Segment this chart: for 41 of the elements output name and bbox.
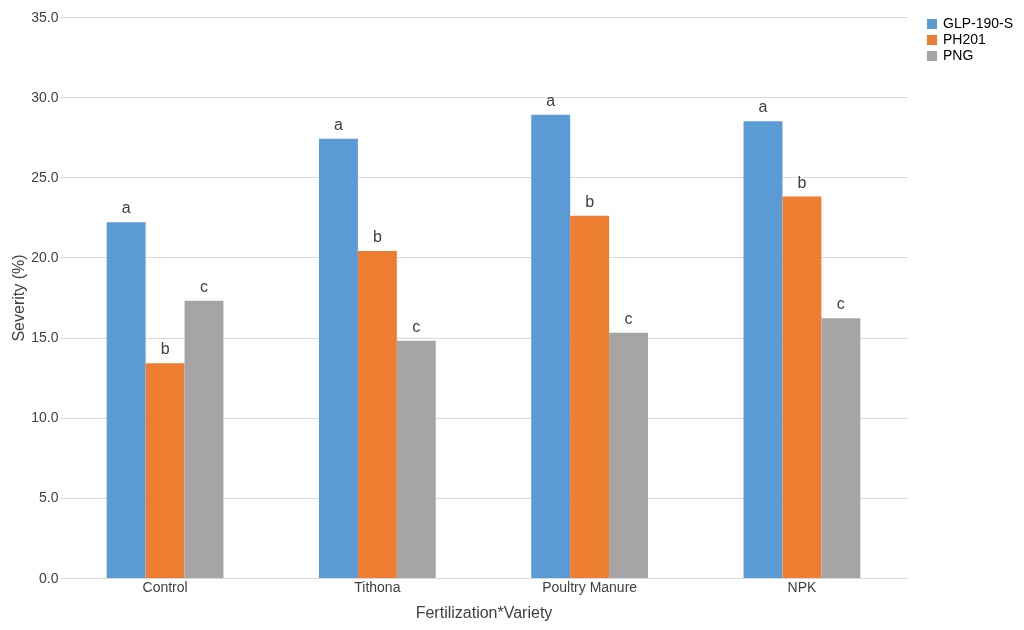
x-tick-label: NPK xyxy=(787,578,817,595)
data-label: a xyxy=(758,98,768,116)
legend-label: PNG xyxy=(943,47,974,63)
bar xyxy=(531,114,571,578)
bar xyxy=(145,363,185,578)
y-tick-label: 10.0 xyxy=(31,409,59,426)
bar xyxy=(396,340,436,578)
bar xyxy=(821,318,861,578)
x-axis-title: Fertilization*Variety xyxy=(415,603,553,621)
bar xyxy=(106,222,146,578)
y-tick-label: 25.0 xyxy=(31,168,59,185)
bar xyxy=(184,300,224,578)
x-tick-label: Control xyxy=(142,578,188,595)
y-tick-label: 5.0 xyxy=(39,489,59,506)
data-label: c xyxy=(836,295,845,313)
y-tick-label: 20.0 xyxy=(31,248,59,265)
data-label: a xyxy=(333,115,343,133)
bar xyxy=(782,196,822,578)
data-label: c xyxy=(412,317,421,335)
bar xyxy=(357,251,397,578)
legend-label: PH201 xyxy=(943,31,987,47)
y-tick-label: 30.0 xyxy=(31,88,59,105)
bar xyxy=(318,138,358,578)
data-label: b xyxy=(585,192,595,210)
y-tick-label: 15.0 xyxy=(31,329,59,346)
x-tick-label: Poultry Manure xyxy=(542,578,638,595)
bar xyxy=(570,215,610,578)
data-label: a xyxy=(546,91,556,109)
bar xyxy=(743,121,783,578)
data-label: b xyxy=(160,340,170,358)
y-axis-title: Severity (%) xyxy=(10,254,28,342)
data-label: b xyxy=(797,173,807,191)
data-label: c xyxy=(200,277,208,295)
data-label: c xyxy=(624,309,633,327)
bar xyxy=(609,332,649,578)
data-label: a xyxy=(121,199,131,217)
x-tick-label: Tithona xyxy=(354,578,401,595)
y-tick-label: 0.0 xyxy=(39,569,59,586)
data-label: b xyxy=(372,228,382,246)
legend-label: GLP-190-S xyxy=(943,15,1014,31)
y-tick-label: 35.0 xyxy=(31,8,59,25)
